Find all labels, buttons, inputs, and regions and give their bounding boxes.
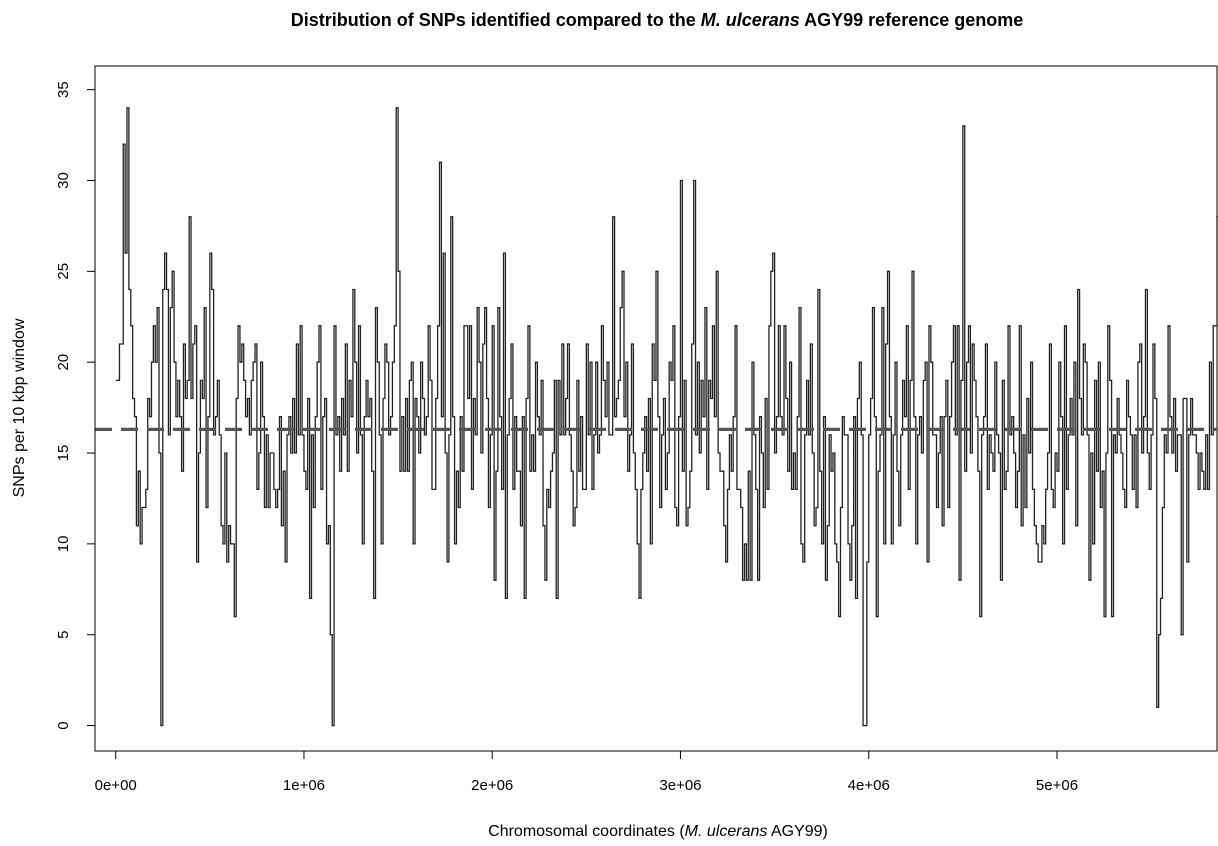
y-tick-label-6: 30 — [55, 172, 72, 189]
y-tick-label-2: 10 — [55, 536, 72, 553]
y-tick-label-3: 15 — [55, 445, 72, 462]
x-axis-label-suffix: AGY99) — [767, 823, 827, 840]
chart-title-prefix: Distribution of SNPs identified compared… — [291, 10, 701, 30]
x-tick-label-2: 2e+06 — [471, 777, 513, 794]
chart-title-italic: M. ulcerans — [701, 10, 800, 30]
y-axis-label: SNPs per 10 kbp window — [11, 318, 28, 497]
chart-title: Distribution of SNPs identified compared… — [291, 10, 1024, 30]
x-axis-label-prefix: Chromosomal coordinates ( — [488, 823, 685, 840]
x-tick-label-4: 4e+06 — [848, 777, 890, 794]
x-tick-label-0: 0e+00 — [95, 777, 137, 794]
y-tick-label-5: 25 — [55, 263, 72, 280]
x-tick-label-1: 1e+06 — [283, 777, 325, 794]
y-tick-label-7: 35 — [55, 81, 72, 98]
x-tick-label-5: 5e+06 — [1036, 777, 1078, 794]
x-axis-label-italic: M. ulcerans — [685, 823, 768, 840]
plot-frame — [94, 65, 1218, 752]
x-axis: 0e+00 1e+06 2e+06 3e+06 4e+06 5e+06 — [95, 750, 1078, 794]
y-tick-label-1: 5 — [55, 631, 72, 639]
y-tick-label-4: 20 — [55, 354, 72, 371]
x-axis-label: Chromosomal coordinates (M. ulcerans AGY… — [488, 823, 828, 840]
plot-area — [94, 65, 1218, 752]
y-axis: 0 5 10 15 20 25 30 35 — [55, 81, 96, 730]
series-line-0 — [115, 107, 1218, 727]
x-tick-label-3: 3e+06 — [659, 777, 701, 794]
chart-title-suffix: AGY99 reference genome — [800, 10, 1023, 30]
y-tick-label-0: 0 — [55, 721, 72, 729]
